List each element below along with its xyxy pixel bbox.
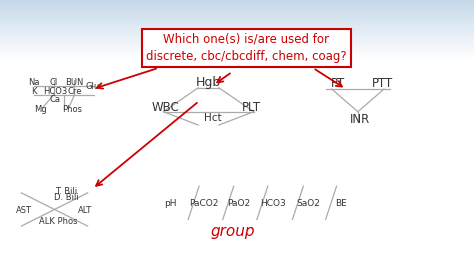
Text: pH: pH — [164, 199, 177, 208]
Bar — [0, 51, 474, 53]
Bar — [0, 44, 474, 45]
Text: WBC: WBC — [152, 101, 180, 114]
Bar — [0, 31, 474, 32]
Text: Glu: Glu — [85, 82, 100, 91]
Text: PaCO2: PaCO2 — [189, 199, 219, 208]
Text: Which one(s) is/are used for
discrete, cbc/cbcdiff, chem, coag?: Which one(s) is/are used for discrete, c… — [146, 33, 347, 63]
Bar — [0, 34, 474, 35]
Bar — [0, 57, 474, 59]
Text: PTT: PTT — [372, 77, 393, 90]
Text: BE: BE — [336, 199, 347, 208]
Text: ALT: ALT — [78, 206, 92, 215]
Bar — [0, 47, 474, 48]
Bar — [0, 5, 474, 6]
Text: Na: Na — [28, 78, 40, 87]
Bar — [0, 16, 474, 18]
Text: BUN: BUN — [65, 78, 83, 87]
Bar — [0, 13, 474, 15]
Bar — [0, 41, 474, 42]
Text: PaO2: PaO2 — [227, 199, 250, 208]
Text: INR: INR — [350, 113, 370, 126]
Bar — [0, 35, 474, 36]
Bar — [0, 54, 474, 56]
Bar — [0, 1, 474, 3]
Text: AST: AST — [16, 206, 32, 215]
Bar — [0, 23, 474, 25]
Text: HCO3: HCO3 — [260, 199, 285, 208]
Text: Hct: Hct — [204, 113, 222, 123]
Text: D. Bili: D. Bili — [54, 193, 79, 202]
Bar — [0, 15, 474, 16]
Text: Hgb: Hgb — [196, 76, 221, 89]
Bar — [0, 12, 474, 13]
Bar — [0, 7, 474, 9]
Bar — [0, 53, 474, 54]
Text: SaO2: SaO2 — [296, 199, 320, 208]
Bar — [0, 29, 474, 31]
Bar — [0, 32, 474, 34]
Bar — [0, 19, 474, 20]
Bar — [0, 18, 474, 19]
Bar — [0, 28, 474, 29]
Text: Ca: Ca — [50, 95, 61, 104]
Text: group: group — [210, 224, 255, 239]
Bar — [0, 56, 474, 57]
Text: PT: PT — [331, 77, 345, 90]
Text: Cre: Cre — [67, 87, 82, 96]
Bar — [0, 22, 474, 23]
Bar — [0, 48, 474, 50]
Bar — [0, 40, 474, 41]
Text: Mg: Mg — [34, 105, 46, 114]
Bar — [0, 9, 474, 10]
Text: T. Bili: T. Bili — [55, 187, 77, 196]
Bar — [0, 20, 474, 22]
Text: Cl: Cl — [49, 78, 58, 87]
Bar — [0, 10, 474, 12]
Bar — [0, 36, 474, 38]
Bar — [0, 45, 474, 47]
Bar — [0, 50, 474, 51]
Bar — [0, 26, 474, 28]
Text: HCO3: HCO3 — [43, 87, 68, 96]
Text: PLT: PLT — [242, 101, 261, 114]
Bar — [0, 3, 474, 5]
Bar — [0, 6, 474, 7]
Bar — [0, 38, 474, 40]
Bar — [0, 42, 474, 44]
Text: ALK Phos: ALK Phos — [39, 217, 78, 226]
Text: Phos: Phos — [63, 105, 82, 114]
Bar — [0, 0, 474, 1]
Bar — [0, 25, 474, 26]
Text: K: K — [31, 87, 37, 96]
